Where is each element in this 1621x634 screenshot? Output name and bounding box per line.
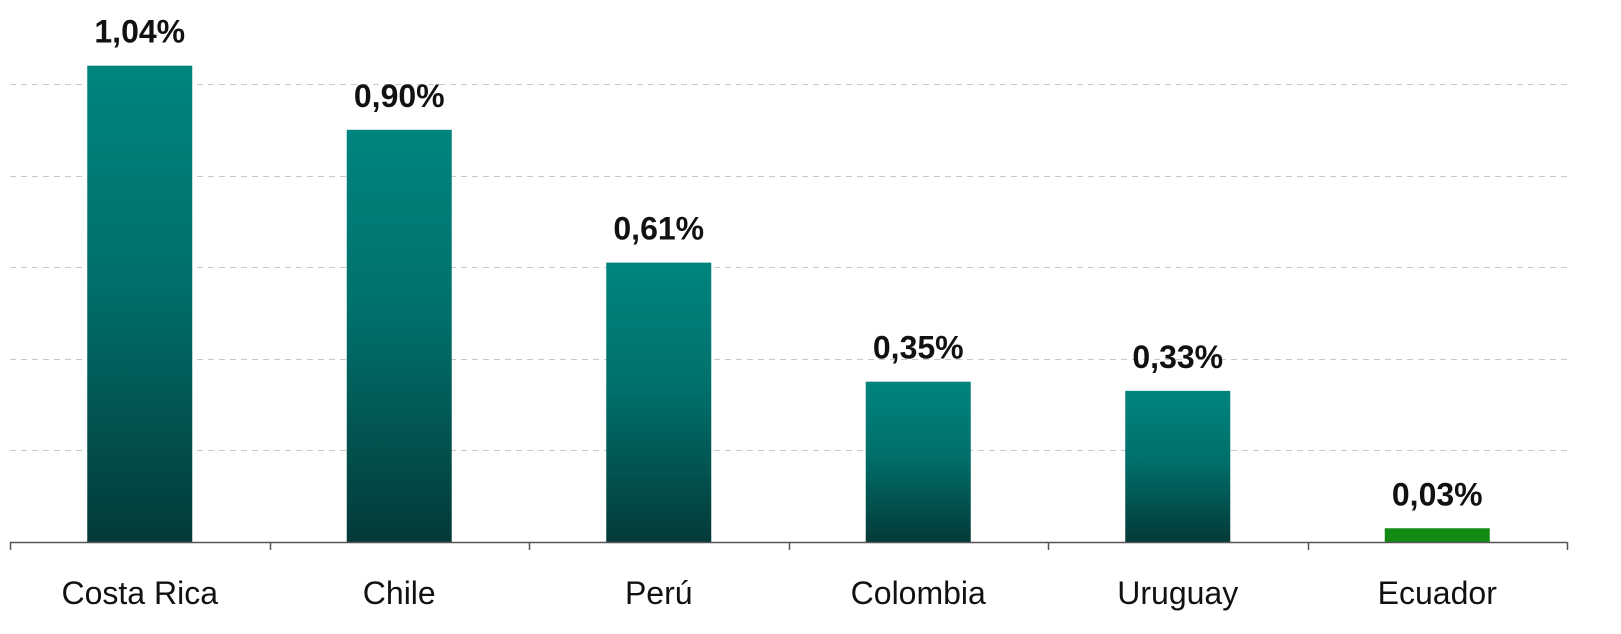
bar-chile bbox=[346, 129, 452, 543]
data-label: 0,03% bbox=[1392, 476, 1483, 512]
category-label: Perú bbox=[625, 575, 693, 611]
category-labels: Costa Rica Chile Perú Colombia Uruguay Ecuado… bbox=[62, 575, 1498, 611]
bar-costa-rica bbox=[87, 65, 193, 543]
data-label: 0,90% bbox=[354, 78, 445, 114]
data-label: 1,04% bbox=[94, 14, 185, 50]
gridlines bbox=[10, 84, 1567, 451]
bar-perú bbox=[606, 262, 712, 542]
category-label: Uruguay bbox=[1117, 575, 1238, 611]
bars bbox=[87, 65, 1490, 543]
bar-uruguay bbox=[1125, 390, 1231, 542]
bar-colombia bbox=[865, 381, 971, 542]
category-label: Ecuador bbox=[1378, 575, 1498, 611]
category-label: Colombia bbox=[851, 575, 986, 611]
category-label: Chile bbox=[363, 575, 436, 611]
category-label: Costa Rica bbox=[62, 575, 219, 611]
data-label: 0,33% bbox=[1132, 339, 1223, 375]
x-axis bbox=[9, 541, 1569, 550]
data-labels: 1,04% 0,90% 0,61% 0,35% 0,33% 0,03% bbox=[94, 14, 1482, 513]
data-label: 0,61% bbox=[613, 211, 704, 247]
bar-ecuador bbox=[1384, 528, 1490, 542]
data-label: 0,35% bbox=[873, 330, 964, 366]
